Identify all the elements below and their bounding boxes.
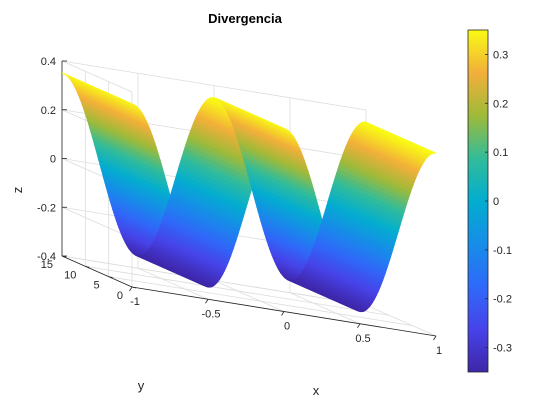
colorbar-tick-label: 0.3 bbox=[493, 49, 508, 61]
y-tick-label: 0 bbox=[117, 290, 123, 302]
colorbar-tick-label: -0.2 bbox=[493, 294, 512, 306]
x-tick-mark bbox=[281, 311, 285, 316]
x-tick-label: -0.5 bbox=[202, 308, 221, 320]
colorbar-tick-label: -0.3 bbox=[493, 343, 512, 355]
surface-strip bbox=[364, 121, 437, 154]
colorbar-tick-label: 0.1 bbox=[493, 147, 508, 159]
z-tick-label: -0.4 bbox=[37, 251, 56, 263]
x-tick-label: 0.5 bbox=[355, 333, 370, 345]
z-tick-label: 0.2 bbox=[41, 105, 56, 117]
y-axis-line bbox=[61, 255, 133, 288]
z-tick-label: -0.2 bbox=[37, 202, 56, 214]
x-tick-mark bbox=[357, 323, 361, 328]
y-tick-mark bbox=[131, 286, 137, 289]
x-axis-label: x bbox=[313, 383, 320, 398]
x-tick-label: -1 bbox=[130, 296, 140, 308]
chart-title: Divergencia bbox=[208, 11, 282, 26]
y-tick-mark bbox=[85, 265, 90, 268]
y-tick-label: 5 bbox=[94, 280, 100, 292]
x-tick-mark bbox=[433, 335, 437, 341]
colorbar-tick-label: 0 bbox=[493, 196, 499, 208]
colorbar-tick-label: -0.1 bbox=[493, 245, 512, 257]
z-axis-label: z bbox=[10, 187, 25, 194]
z-tick-label: 0.4 bbox=[41, 56, 56, 68]
x-tick-label: 0 bbox=[284, 321, 290, 333]
y-axis-label: y bbox=[138, 378, 145, 393]
z-tick-label: 0 bbox=[50, 154, 56, 166]
x-tick-mark bbox=[205, 299, 209, 304]
y-tick-label: 15 bbox=[41, 259, 53, 271]
x-tick-label: 1 bbox=[436, 345, 442, 357]
x-tick-mark bbox=[129, 286, 133, 292]
y-tick-label: 10 bbox=[64, 269, 76, 281]
colorbar: -0.3 -0.2 -0.1 0 0.1 0.2 0.3 bbox=[467, 29, 512, 373]
surface-plot bbox=[61, 72, 437, 313]
y-tick-mark bbox=[108, 276, 113, 279]
colorbar-tick-label: 0.2 bbox=[493, 98, 508, 110]
y-tick-mark bbox=[61, 255, 67, 258]
